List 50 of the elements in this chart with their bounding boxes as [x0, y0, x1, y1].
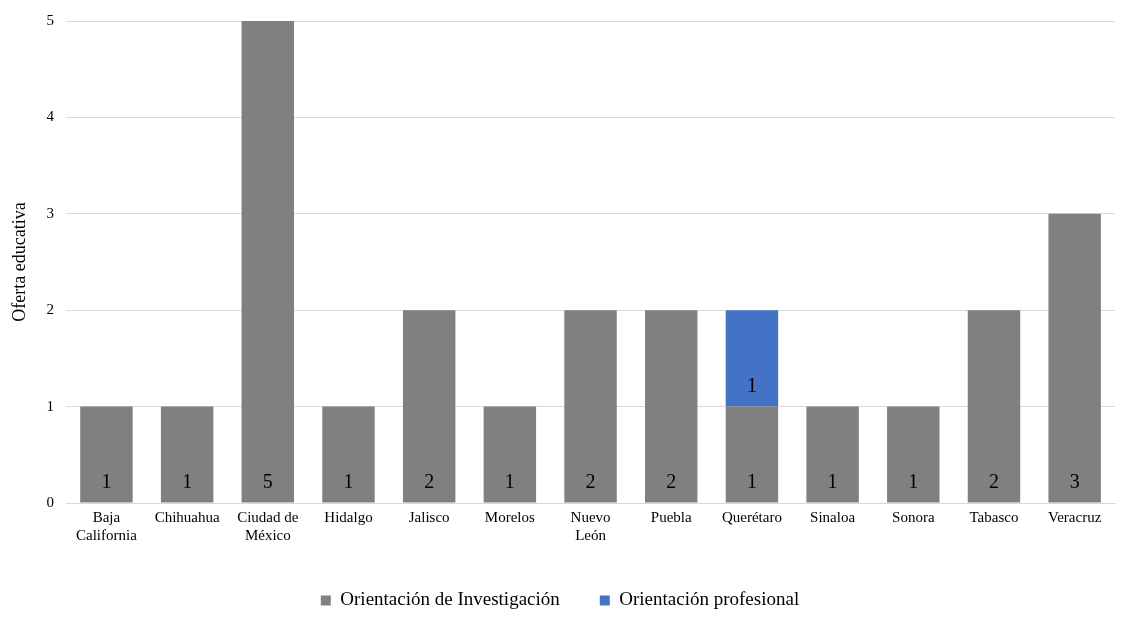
- x-tick-label: Sonora: [892, 508, 935, 525]
- data-label: 1: [908, 469, 919, 492]
- bar: [1048, 213, 1101, 503]
- data-label: 1: [182, 469, 193, 492]
- x-tick-label: Nuevo León: [570, 508, 611, 543]
- x-tick-label: Hidalgo: [324, 508, 373, 525]
- y-axis-title: Oferta educativa: [8, 202, 29, 322]
- data-label: 1: [101, 469, 112, 492]
- bar: [564, 310, 617, 503]
- bar: [322, 406, 375, 503]
- bar: [160, 406, 214, 503]
- x-tick-label: Tabasco: [969, 508, 1019, 525]
- data-label: 1: [343, 469, 354, 492]
- bar: [80, 406, 133, 503]
- x-tick-label: Chihuahua: [154, 508, 220, 525]
- bar: [725, 406, 779, 503]
- bar: [645, 310, 698, 503]
- data-label: 5: [262, 469, 273, 492]
- data-label: 1: [827, 469, 838, 492]
- x-tick-label: Ciudad de México: [237, 508, 299, 543]
- data-label: 2: [988, 469, 999, 492]
- y-tick-label: 2: [46, 301, 55, 318]
- bar: [806, 406, 859, 503]
- y-tick-label: 0: [46, 493, 55, 510]
- x-tick-label: Baja California: [76, 508, 138, 543]
- bar: [967, 310, 1021, 503]
- data-label: 1: [746, 373, 757, 396]
- y-tick-label: 3: [46, 204, 55, 221]
- data-label: 1: [504, 469, 515, 492]
- data-label: 2: [585, 469, 596, 492]
- bar: [402, 310, 456, 503]
- x-tick-label: Veracruz: [1048, 508, 1102, 525]
- bar: [483, 406, 537, 503]
- bar: [887, 406, 940, 503]
- x-tick-label: Sinaloa: [810, 508, 856, 525]
- data-label: 2: [666, 469, 677, 492]
- data-label: 3: [1069, 469, 1080, 492]
- legend-label: Orientación profesional: [619, 588, 800, 610]
- bar: [725, 310, 779, 407]
- data-label: 1: [746, 469, 757, 492]
- bar: [241, 21, 295, 503]
- x-tick-label: Jalisco: [408, 508, 450, 525]
- data-label: 2: [424, 469, 435, 492]
- x-tick-label: Puebla: [650, 508, 692, 525]
- y-tick-label: 1: [46, 397, 55, 414]
- y-tick-label: 5: [46, 11, 55, 28]
- x-tick-label: Morelos: [484, 508, 536, 525]
- x-tick-label: Querétaro: [721, 508, 782, 525]
- y-tick-label: 4: [46, 108, 55, 125]
- legend-label: Orientación de Investigación: [340, 588, 561, 610]
